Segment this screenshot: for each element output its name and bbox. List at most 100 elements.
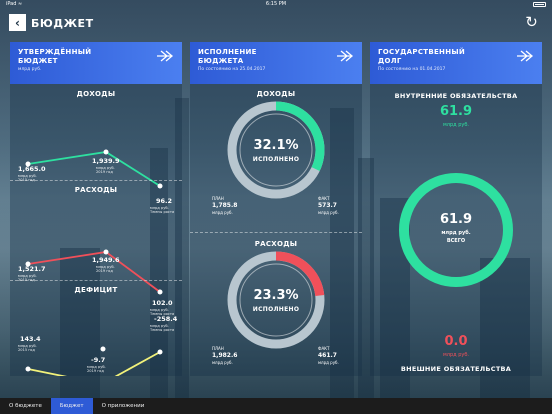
expense-execution-percent: 23.3% — [253, 288, 299, 303]
divider — [10, 180, 182, 181]
income-execution-percent: 32.1% — [253, 138, 299, 153]
card-subtitle: млрд руб. — [18, 67, 42, 72]
expense-fact-value: 461.7 — [318, 352, 337, 359]
total-debt-unit: млрд руб. — [441, 230, 471, 236]
expense-fact-unit: млрд руб. — [318, 360, 339, 365]
total-debt-value: 61.9 — [439, 212, 473, 227]
tab-about-budget[interactable]: О бюджете — [9, 403, 42, 409]
income-point-2015 — [25, 161, 31, 167]
expense-donut-arc — [227, 251, 325, 349]
internal-debt-title: ВНУТРЕННИЕ ОБЯЗАТЕЛЬСТВА — [394, 92, 518, 100]
income-plan-unit: млрд руб. — [212, 210, 233, 215]
budget-trend-lines — [25, 149, 163, 376]
income-point-growth — [157, 183, 163, 189]
income-execution-donut — [227, 101, 325, 199]
back-button[interactable]: ‹ — [9, 14, 26, 31]
deficit-line — [27, 351, 161, 376]
external-debt-title: ВНЕШНИЕ ОБЯЗАТЕЛЬСТВА — [400, 365, 512, 373]
expense-2019-value: 1,949.6 — [92, 256, 120, 264]
income-growth-unit: млрд руб. Темпы роста — [150, 206, 175, 215]
bottom-tab-bar: О бюджете Бюджет О приложении — [0, 398, 552, 414]
income-plan-label: ПЛАН — [212, 196, 224, 201]
income-execution-caption: ИСПОЛНЕНО — [252, 156, 300, 163]
expense-execution-caption: ИСПОЛНЕНО — [252, 306, 300, 313]
income-growth-value: 96.2 — [156, 197, 173, 205]
total-debt-ring — [399, 173, 513, 287]
card-subtitle: По состоянию на 25.04.2017 — [198, 67, 266, 72]
double-arrow-right-icon[interactable] — [516, 50, 534, 62]
status-bar: iPad ≈ 6:15 PM — [0, 0, 552, 8]
expense-donut-inner-ring — [239, 263, 313, 337]
expense-section-title: РАСХОДЫ — [74, 186, 118, 194]
card-title-line2: ДОЛГ — [378, 57, 402, 65]
expense-plan-value: 1,982.6 — [212, 352, 238, 359]
tab-about-app[interactable]: О приложении — [101, 403, 145, 409]
expense-2015-unit: млрд руб. 2015 год — [18, 274, 37, 283]
budget-execution-card: ИСПОЛНЕНИЕ БЮДЖЕТА По состоянию на 25.04… — [190, 42, 362, 376]
deficit-section-title: ДЕФИЦИТ — [74, 286, 118, 294]
divider — [190, 232, 362, 233]
refresh-button[interactable]: ↻ — [523, 14, 540, 31]
expense-execution-title: РАСХОДЫ — [254, 240, 298, 248]
expense-2015-value: 1,521.7 — [18, 265, 46, 273]
internal-debt-value: 61.9 — [439, 104, 473, 119]
income-fact-label: ФАКТ — [318, 196, 330, 201]
budget-execution-header[interactable]: ИСПОЛНЕНИЕ БЮДЖЕТА По состоянию на 25.04… — [190, 42, 362, 84]
state-debt-header[interactable]: ГОСУДАРСТВЕННЫЙ ДОЛГ По состоянию на 01.… — [370, 42, 542, 84]
income-plan-value: 1,785.8 — [212, 202, 238, 209]
deficit-2019-value: -9.7 — [91, 356, 106, 364]
income-donut-inner-ring — [239, 113, 313, 187]
income-2019-unit: млрд руб. 2019 год — [96, 166, 115, 175]
deficit-growth-value: -258.4 — [154, 315, 178, 323]
income-2015-unit: млрд руб. 2015 год — [18, 174, 37, 183]
deficit-growth-unit: млрд руб. Темпы роста — [150, 324, 175, 333]
expense-point-2015 — [25, 261, 31, 267]
deficit-2015-unit: млрд руб. 2015 год — [18, 344, 37, 353]
expense-point-growth — [157, 289, 163, 295]
carrier-label: iPad ≈ — [6, 1, 23, 7]
tab-budget[interactable]: Бюджет — [50, 398, 93, 414]
income-fact-unit: млрд руб. — [318, 210, 339, 215]
status-time: 6:15 PM — [265, 1, 287, 7]
expense-plan-unit: млрд руб. — [212, 360, 233, 365]
income-donut-arc — [227, 101, 325, 199]
card-title-line1: ГОСУДАРСТВЕННЫЙ — [378, 48, 466, 56]
card-title-line2: БЮДЖЕТ — [18, 57, 58, 65]
expense-growth-value: 102.0 — [152, 299, 173, 307]
income-2015-value: 1,665.0 — [18, 165, 46, 173]
deficit-point-2019 — [100, 346, 106, 352]
deficit-point-2015 — [25, 366, 31, 372]
refresh-icon: ↻ — [525, 13, 538, 31]
approved-budget-header[interactable]: УТВЕРЖДЁННЫЙ БЮДЖЕТ млрд руб. — [10, 42, 182, 84]
expense-plan-label: ПЛАН — [212, 346, 224, 351]
deficit-2019-unit: млрд руб. 2019 год — [87, 365, 106, 374]
expense-execution-donut — [227, 251, 325, 349]
approved-budget-card: УТВЕРЖДЁННЫЙ БЮДЖЕТ млрд руб. ДОХОДЫ 1,6… — [10, 42, 182, 376]
external-debt-unit: млрд руб. — [443, 352, 469, 358]
battery-icon — [533, 1, 546, 7]
card-subtitle: По состоянию на 01.04.2017 — [378, 67, 446, 72]
expense-fact-label: ФАКТ — [318, 346, 330, 351]
income-fact-value: 573.7 — [318, 202, 337, 209]
app-header: ‹ БЮДЖЕТ ↻ — [0, 10, 552, 36]
income-section-title: ДОХОДЫ — [76, 90, 116, 98]
income-execution-title: ДОХОДЫ — [256, 90, 296, 98]
chevron-left-icon: ‹ — [15, 15, 20, 30]
deficit-point-growth — [157, 349, 163, 355]
total-debt-caption: ВСЕГО — [446, 238, 466, 244]
internal-debt-unit: млрд руб. — [443, 122, 469, 128]
external-debt-value: 0.0 — [444, 334, 468, 349]
page-title: БЮДЖЕТ — [31, 17, 94, 30]
deficit-2015-value: 143.4 — [20, 335, 41, 343]
state-debt-card: ГОСУДАРСТВЕННЫЙ ДОЛГ По состоянию на 01.… — [370, 42, 542, 376]
card-title-line1: УТВЕРЖДЁННЫЙ — [18, 48, 92, 56]
double-arrow-right-icon[interactable] — [156, 50, 174, 62]
card-title-line2: БЮДЖЕТА — [198, 57, 244, 65]
expense-point-2019 — [103, 249, 109, 255]
expense-2019-unit: млрд руб. 2019 год — [96, 265, 115, 274]
double-arrow-right-icon[interactable] — [336, 50, 354, 62]
expense-growth-unit: млрд руб. Темпы роста — [150, 308, 175, 317]
card-title-line1: ИСПОЛНЕНИЕ — [198, 48, 257, 56]
divider — [10, 280, 182, 281]
income-2019-value: 1,939.9 — [92, 157, 120, 165]
